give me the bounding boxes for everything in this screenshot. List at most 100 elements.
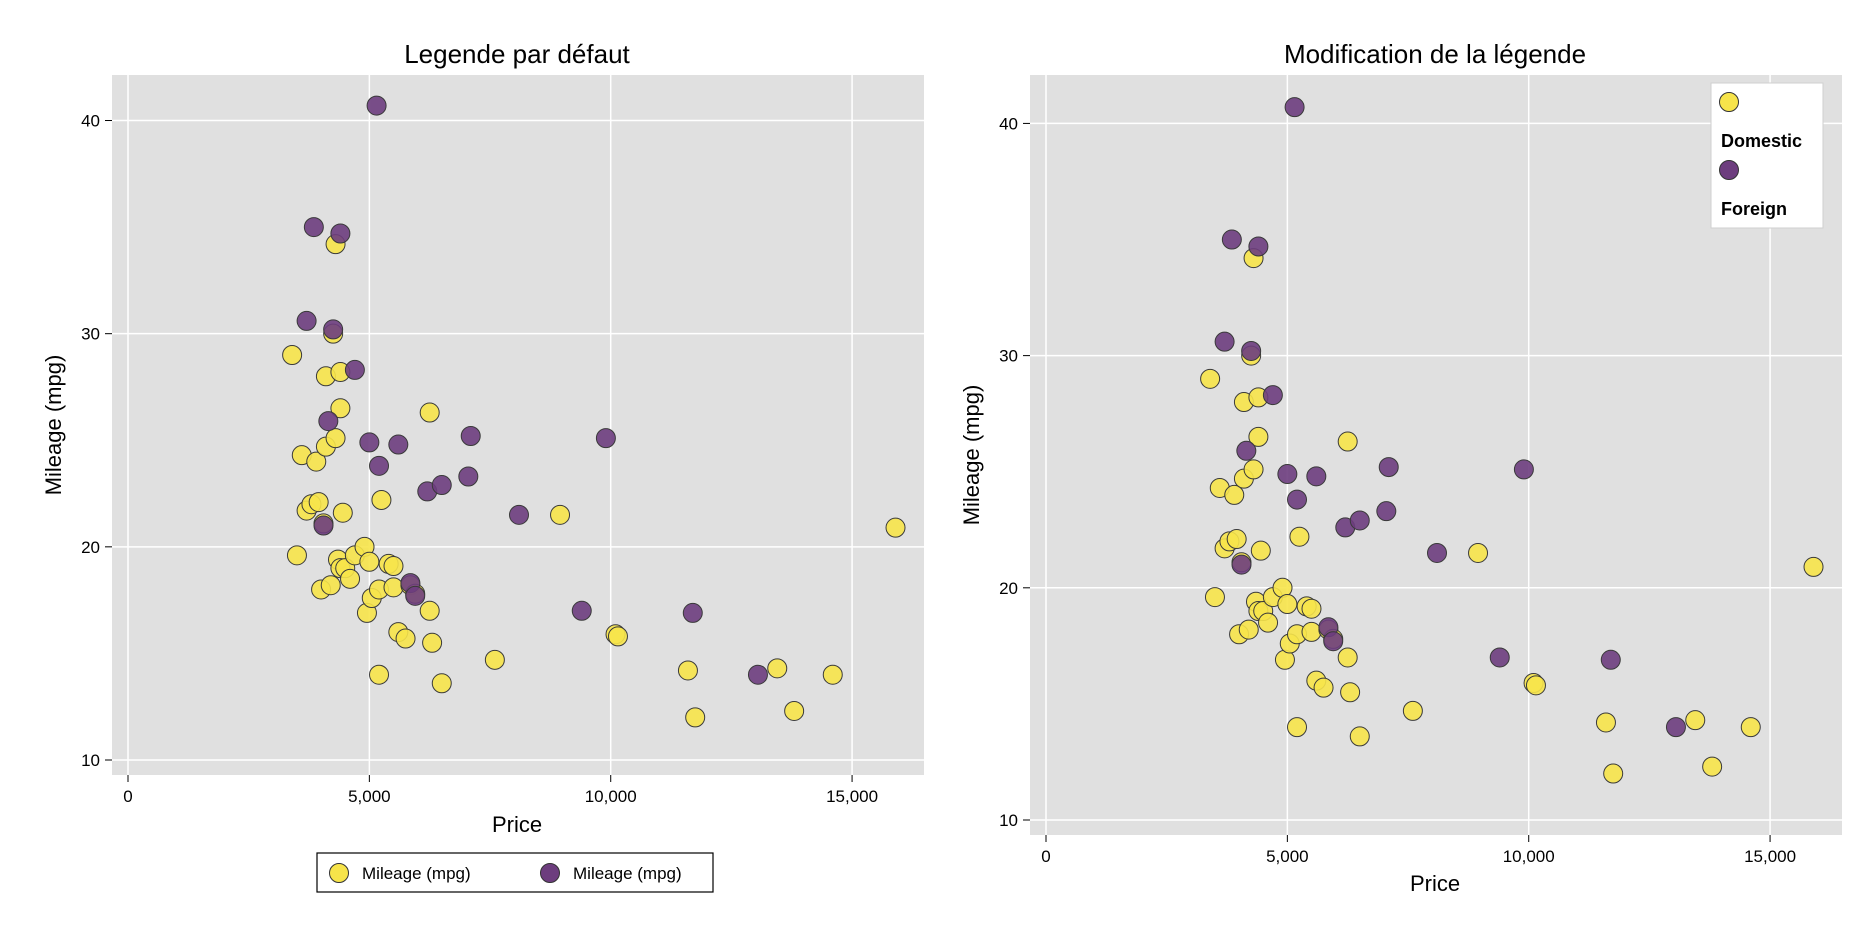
data-point-series-1 bbox=[1277, 594, 1298, 615]
x-tick-label: 5,000 bbox=[348, 787, 391, 806]
data-point-series-1 bbox=[1243, 459, 1264, 480]
data-point-series-2 bbox=[330, 223, 351, 244]
data-point-series-1 bbox=[1313, 677, 1334, 698]
data-point-series-2 bbox=[1513, 459, 1534, 480]
data-point-series-2 bbox=[1214, 331, 1235, 352]
data-point-series-1 bbox=[1525, 675, 1546, 696]
data-point-series-1 bbox=[359, 551, 380, 572]
data-point-series-2 bbox=[1236, 440, 1257, 461]
data-point-series-2 bbox=[1277, 464, 1298, 485]
data-point-series-2 bbox=[1231, 554, 1252, 575]
legend-label-domestic: Domestic bbox=[1721, 131, 1802, 151]
data-point-series-1 bbox=[1702, 756, 1723, 777]
data-point-series-2 bbox=[359, 432, 380, 453]
data-point-series-2 bbox=[460, 425, 481, 446]
data-point-series-1 bbox=[550, 504, 571, 525]
data-point-series-2 bbox=[1378, 457, 1399, 478]
data-point-series-2 bbox=[509, 504, 529, 525]
data-point-series-1 bbox=[1258, 612, 1279, 633]
data-point-series-1 bbox=[677, 660, 698, 681]
y-tick-label: 10 bbox=[999, 811, 1018, 830]
data-point-series-2 bbox=[1284, 97, 1305, 118]
data-point-series-1 bbox=[371, 489, 392, 510]
data-point-series-1 bbox=[395, 628, 416, 649]
data-point-series-2 bbox=[313, 515, 334, 536]
plot-area bbox=[112, 75, 924, 775]
data-point-series-1 bbox=[286, 545, 307, 566]
data-point-series-1 bbox=[767, 658, 788, 679]
data-point-series-2 bbox=[369, 455, 390, 476]
legend-label-series-1: Mileage (mpg) bbox=[362, 864, 471, 883]
data-point-series-1 bbox=[1250, 540, 1271, 561]
data-point-series-1 bbox=[685, 707, 706, 728]
plot-area bbox=[1030, 75, 1842, 835]
y-tick-label: 40 bbox=[999, 114, 1018, 133]
data-point-series-1 bbox=[1224, 484, 1245, 505]
data-point-series-2 bbox=[1287, 489, 1308, 510]
x-tick-label: 15,000 bbox=[1744, 847, 1796, 866]
data-point-series-1 bbox=[1349, 726, 1370, 747]
data-point-series-1 bbox=[340, 568, 361, 589]
data-point-series-1 bbox=[1468, 542, 1489, 563]
y-tick-label: 20 bbox=[81, 538, 100, 557]
data-point-series-2 bbox=[1306, 466, 1327, 487]
y-axis-label: Mileage (mpg) bbox=[41, 355, 66, 496]
data-point-series-2 bbox=[303, 217, 324, 238]
data-point-series-2 bbox=[747, 664, 768, 685]
scatter-points bbox=[1200, 97, 1824, 784]
legend-marker-series-2 bbox=[540, 863, 560, 883]
data-point-series-1 bbox=[1289, 526, 1310, 547]
y-tick-label: 10 bbox=[81, 751, 100, 770]
data-point-series-1 bbox=[484, 649, 505, 670]
data-point-series-1 bbox=[330, 398, 351, 419]
data-point-series-1 bbox=[308, 492, 329, 513]
data-point-series-2 bbox=[344, 359, 365, 380]
y-tick-label: 30 bbox=[81, 325, 100, 344]
chart-default-legend: 0 5,000 10,000 15,000 10 20 30 40 Legende par d… bbox=[41, 39, 924, 893]
legend: Domestic Foreign bbox=[1710, 82, 1824, 229]
legend-marker-foreign bbox=[1719, 160, 1739, 180]
y-tick-label: 20 bbox=[999, 579, 1018, 598]
legend-marker-domestic bbox=[1719, 92, 1739, 112]
data-point-series-2 bbox=[1241, 340, 1262, 361]
data-point-series-2 bbox=[1600, 649, 1621, 670]
legend: Mileage (mpg) Mileage (mpg) bbox=[316, 852, 714, 893]
data-point-series-1 bbox=[1595, 712, 1616, 733]
data-point-series-1 bbox=[1204, 587, 1225, 608]
data-point-series-1 bbox=[1340, 682, 1361, 703]
x-tick-label: 10,000 bbox=[1503, 847, 1555, 866]
chart-modified-legend: 0 5,000 10,000 15,000 10 20 30 40 Modification … bbox=[959, 39, 1842, 896]
data-point-series-1 bbox=[1248, 426, 1269, 447]
data-point-series-2 bbox=[431, 475, 452, 496]
x-tick-label: 5,000 bbox=[1266, 847, 1309, 866]
data-point-series-2 bbox=[682, 602, 703, 623]
y-tick-label: 30 bbox=[999, 347, 1018, 366]
data-point-series-1 bbox=[1287, 717, 1308, 738]
y-axis-label: Mileage (mpg) bbox=[959, 385, 984, 526]
data-point-series-2 bbox=[458, 466, 479, 487]
legend-label-foreign: Foreign bbox=[1721, 199, 1787, 219]
data-point-series-1 bbox=[1337, 647, 1358, 668]
data-point-series-2 bbox=[296, 310, 317, 331]
data-point-series-1 bbox=[1402, 700, 1423, 721]
legend-label-series-2: Mileage (mpg) bbox=[573, 864, 682, 883]
data-point-series-1 bbox=[306, 451, 327, 472]
data-point-series-1 bbox=[1740, 717, 1761, 738]
data-point-series-2 bbox=[405, 585, 426, 606]
data-point-series-1 bbox=[383, 556, 404, 577]
data-point-series-1 bbox=[1226, 529, 1247, 550]
legend-marker-series-1 bbox=[329, 863, 349, 883]
data-point-series-1 bbox=[320, 575, 341, 596]
data-point-series-1 bbox=[419, 600, 440, 621]
data-point-series-2 bbox=[1349, 510, 1370, 531]
data-point-series-1 bbox=[431, 673, 452, 694]
x-tick-label: 10,000 bbox=[585, 787, 637, 806]
data-point-series-1 bbox=[1301, 598, 1322, 619]
data-point-series-1 bbox=[369, 664, 390, 685]
scatter-points bbox=[282, 95, 906, 728]
axes: 0 5,000 10,000 15,000 10 20 30 40 bbox=[81, 112, 878, 806]
data-point-series-1 bbox=[325, 428, 346, 449]
data-point-series-1 bbox=[1337, 431, 1358, 452]
data-point-series-2 bbox=[1221, 229, 1242, 250]
